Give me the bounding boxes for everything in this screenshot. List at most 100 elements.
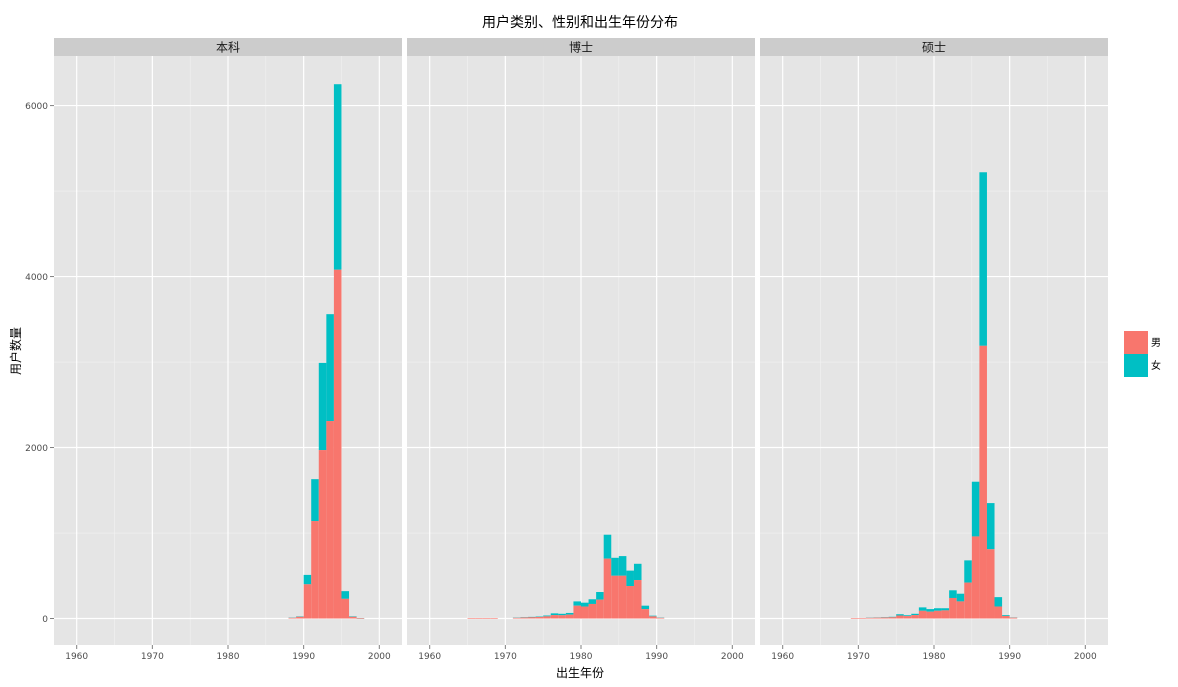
legend: 男 女 xyxy=(1124,331,1161,377)
y-tick-label: 4000 xyxy=(25,273,48,283)
bar-male xyxy=(611,575,619,619)
bar-male xyxy=(656,617,665,619)
x-tick-label: 2000 xyxy=(368,652,391,662)
y-tick-label: 6000 xyxy=(25,102,48,112)
bar-male xyxy=(326,421,334,619)
bar-female xyxy=(326,314,334,422)
bar-male xyxy=(296,616,304,619)
chart-title: 用户类别、性别和出生年份分布 xyxy=(482,14,678,31)
bar-male xyxy=(858,617,866,619)
bar-male xyxy=(333,269,342,619)
bar-male xyxy=(543,616,551,619)
bar-male xyxy=(618,575,627,619)
bar-female xyxy=(333,84,342,270)
bar-female xyxy=(588,599,597,604)
bar-male xyxy=(565,614,574,619)
bar-female xyxy=(596,591,604,600)
bar-female xyxy=(611,557,619,576)
bar-male xyxy=(971,536,980,619)
bar-male xyxy=(926,611,934,619)
x-tick-label: 1960 xyxy=(418,652,441,662)
x-tick-label: 1970 xyxy=(141,652,164,662)
facet-panel-1: 本科 1960 1970 1980 1990 2000 0 2000 4000 6000 xyxy=(25,38,402,662)
bar-female xyxy=(649,615,657,617)
x-tick-label: 1990 xyxy=(998,652,1021,662)
bar-female xyxy=(349,616,357,617)
bar-female xyxy=(603,534,612,559)
bar-male xyxy=(588,603,597,619)
bar-female xyxy=(528,616,536,618)
bar-male xyxy=(318,450,327,619)
bar-male xyxy=(341,598,350,619)
y-axis-title: 用户数量 xyxy=(8,327,23,375)
x-tick-label: 1980 xyxy=(923,652,946,662)
bar-female xyxy=(888,616,897,618)
bar-female xyxy=(535,616,544,618)
facet-panels: 本科 1960 1970 1980 1990 2000 0 2000 4000 6000 博士 196… xyxy=(25,38,1108,662)
bar-male xyxy=(349,616,357,619)
y-tick-label: 0 xyxy=(42,615,48,625)
bar-male xyxy=(535,616,544,619)
bar-male xyxy=(873,617,882,619)
facet-panel-3: 硕士 1960 1970 1980 1990 2000 xyxy=(760,38,1108,662)
bar-female xyxy=(573,601,581,606)
bar-male xyxy=(881,617,889,619)
bar-female xyxy=(956,593,965,602)
bar-female xyxy=(311,479,319,522)
bar-female xyxy=(618,556,627,576)
bar-male xyxy=(994,606,1003,619)
bar-male xyxy=(641,609,650,619)
bar-female xyxy=(633,563,642,581)
bar-male xyxy=(467,618,476,619)
bar-female xyxy=(994,597,1003,607)
bar-male xyxy=(550,615,559,619)
facet-strip xyxy=(760,38,1108,56)
bar-male xyxy=(303,584,312,619)
bar-male xyxy=(964,582,972,619)
bar-female xyxy=(941,608,950,611)
bar-male xyxy=(596,599,604,619)
bar-male xyxy=(482,618,491,619)
legend-label-male: 男 xyxy=(1151,337,1161,349)
x-tick-label: 2000 xyxy=(1074,652,1097,662)
facet-strip-label: 博士 xyxy=(569,40,593,55)
facet-strip xyxy=(54,38,402,56)
bar-female xyxy=(949,590,957,598)
bar-male xyxy=(356,618,365,619)
legend-key-female xyxy=(1124,354,1148,377)
bar-male xyxy=(528,617,536,619)
x-tick-label: 1990 xyxy=(292,652,315,662)
x-tick-label: 1980 xyxy=(217,652,240,662)
bar-female xyxy=(911,613,919,616)
bar-male xyxy=(918,610,927,619)
bar-female xyxy=(303,574,312,585)
facet-panel-2: 博士 1960 1970 1980 1990 2000 xyxy=(407,38,755,662)
bar-female xyxy=(341,591,350,599)
x-tick-label: 1980 xyxy=(570,652,593,662)
bar-male xyxy=(956,601,965,619)
x-tick-label: 2000 xyxy=(721,652,744,662)
bar-female xyxy=(1002,615,1010,616)
bar-male xyxy=(603,558,612,619)
bar-male xyxy=(941,610,950,619)
facet-strip-label: 本科 xyxy=(216,41,240,55)
bar-male xyxy=(475,618,483,619)
bar-male xyxy=(558,615,566,619)
bar-female xyxy=(903,615,912,617)
bar-male xyxy=(512,617,521,619)
bar-male xyxy=(490,618,498,619)
bar-female xyxy=(565,612,574,615)
x-tick-label: 1960 xyxy=(771,652,794,662)
x-tick-label: 1970 xyxy=(847,652,870,662)
x-tick-label: 1970 xyxy=(494,652,517,662)
bar-male xyxy=(888,617,897,619)
facet-strip-label: 硕士 xyxy=(922,41,946,55)
bar-female xyxy=(918,607,927,611)
bar-male xyxy=(520,617,529,619)
x-tick-label: 1990 xyxy=(645,652,668,662)
bar-male xyxy=(934,610,942,619)
bar-male xyxy=(1002,615,1010,619)
bar-male xyxy=(850,618,859,619)
x-axis-title: 出生年份 xyxy=(556,666,604,680)
